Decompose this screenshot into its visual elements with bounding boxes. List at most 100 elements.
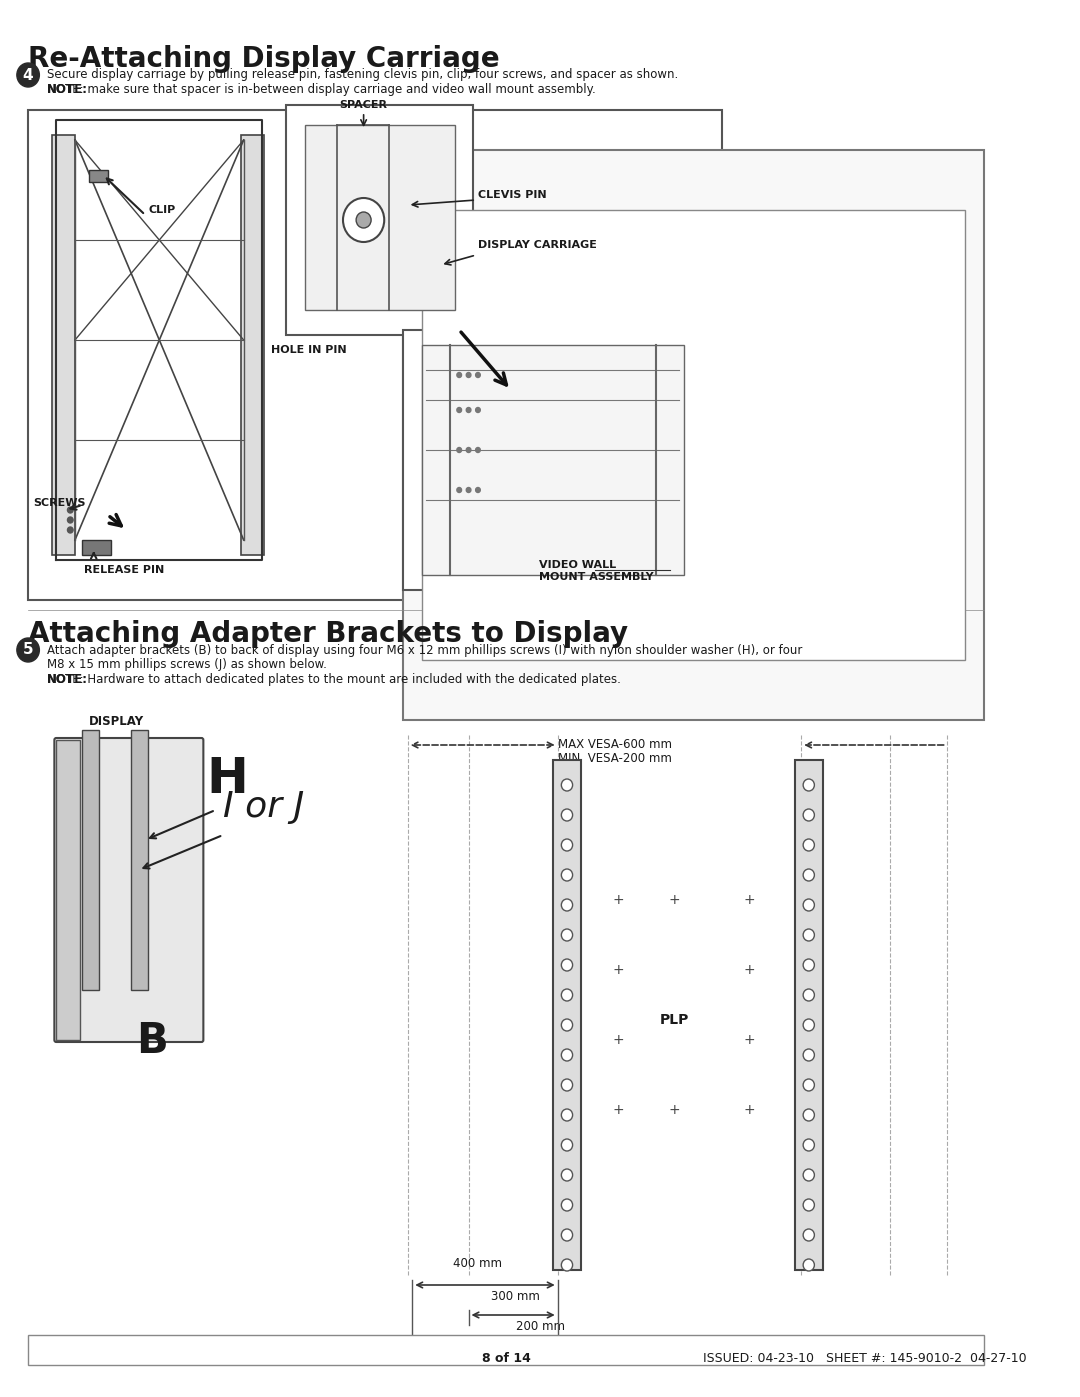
Bar xyxy=(421,210,966,659)
Circle shape xyxy=(562,1078,572,1091)
Text: MAX VESA-600 mm: MAX VESA-600 mm xyxy=(557,738,672,752)
Circle shape xyxy=(467,447,471,453)
Bar xyxy=(305,124,455,310)
Circle shape xyxy=(562,1109,572,1120)
Circle shape xyxy=(562,1018,572,1031)
Circle shape xyxy=(475,408,481,412)
Text: CLEVIS PIN: CLEVIS PIN xyxy=(478,190,546,200)
Bar xyxy=(421,345,684,576)
Text: 8 of 14: 8 of 14 xyxy=(482,1352,530,1365)
Circle shape xyxy=(475,488,481,493)
Circle shape xyxy=(562,929,572,942)
Circle shape xyxy=(467,408,471,412)
Text: Re-Attaching Display Carriage: Re-Attaching Display Carriage xyxy=(28,45,500,73)
Circle shape xyxy=(804,869,814,882)
Text: 4: 4 xyxy=(23,67,33,82)
Bar xyxy=(553,760,581,1270)
Circle shape xyxy=(562,1199,572,1211)
Text: +: + xyxy=(612,963,624,977)
Circle shape xyxy=(804,900,814,911)
FancyBboxPatch shape xyxy=(54,738,203,1042)
Bar xyxy=(82,731,99,990)
Text: B: B xyxy=(136,1020,167,1062)
Text: SPACER: SPACER xyxy=(339,101,388,110)
Circle shape xyxy=(457,373,461,377)
Circle shape xyxy=(562,900,572,911)
Circle shape xyxy=(804,1139,814,1151)
Circle shape xyxy=(562,780,572,791)
Text: NOTE: Hardware to attach dedicated plates to the mount are included with the ded: NOTE: Hardware to attach dedicated plate… xyxy=(46,673,621,686)
Circle shape xyxy=(804,1229,814,1241)
Bar xyxy=(28,1336,984,1365)
Circle shape xyxy=(562,1229,572,1241)
Text: HOLE IN PIN: HOLE IN PIN xyxy=(271,345,347,355)
Text: NOTE: make sure that spacer is in-between display carriage and video wall mount : NOTE: make sure that spacer is in-betwee… xyxy=(46,82,595,96)
Text: +: + xyxy=(612,893,624,907)
Bar xyxy=(89,170,108,182)
Circle shape xyxy=(475,447,481,453)
Circle shape xyxy=(562,989,572,1002)
Circle shape xyxy=(467,488,471,493)
Circle shape xyxy=(562,840,572,851)
Circle shape xyxy=(804,1018,814,1031)
Circle shape xyxy=(804,1259,814,1271)
Text: 400 mm: 400 mm xyxy=(454,1257,502,1270)
Text: 5: 5 xyxy=(23,643,33,658)
Bar xyxy=(131,731,148,990)
Text: +: + xyxy=(669,1104,680,1118)
Circle shape xyxy=(343,198,384,242)
Circle shape xyxy=(457,408,461,412)
Text: CLIP: CLIP xyxy=(148,205,175,215)
Text: +: + xyxy=(744,893,756,907)
Text: +: + xyxy=(744,1032,756,1046)
Text: RELEASE PIN: RELEASE PIN xyxy=(84,564,164,576)
Circle shape xyxy=(356,212,372,228)
Text: I or J: I or J xyxy=(224,789,305,824)
Circle shape xyxy=(804,929,814,942)
Circle shape xyxy=(804,840,814,851)
Text: Attaching Adapter Brackets to Display: Attaching Adapter Brackets to Display xyxy=(28,620,629,648)
Bar xyxy=(52,136,75,555)
Bar xyxy=(28,110,721,599)
Bar xyxy=(56,740,80,1039)
Circle shape xyxy=(475,373,481,377)
Circle shape xyxy=(804,780,814,791)
Circle shape xyxy=(804,1199,814,1211)
Text: ISSUED: 04-23-10   SHEET #: 145-9010-2  04-27-10: ISSUED: 04-23-10 SHEET #: 145-9010-2 04-… xyxy=(703,1352,1026,1365)
Bar xyxy=(82,541,110,555)
Circle shape xyxy=(67,527,73,534)
Circle shape xyxy=(804,1169,814,1180)
Circle shape xyxy=(17,638,39,662)
Text: H: H xyxy=(206,754,248,803)
Text: +: + xyxy=(744,963,756,977)
Circle shape xyxy=(562,869,572,882)
Text: VIDEO WALL
MOUNT ASSEMBLY: VIDEO WALL MOUNT ASSEMBLY xyxy=(539,560,653,581)
Text: PLP: PLP xyxy=(660,1013,689,1027)
Circle shape xyxy=(804,958,814,971)
Text: +: + xyxy=(744,1104,756,1118)
Circle shape xyxy=(457,447,461,453)
Circle shape xyxy=(804,809,814,821)
Circle shape xyxy=(467,373,471,377)
Circle shape xyxy=(562,1049,572,1060)
Circle shape xyxy=(562,1169,572,1180)
Bar xyxy=(403,330,703,590)
Text: +: + xyxy=(669,893,680,907)
Text: +: + xyxy=(612,1104,624,1118)
Text: Secure display carriage by pulling release pin, fastening clevis pin, clip, four: Secure display carriage by pulling relea… xyxy=(46,68,678,81)
Text: 300 mm: 300 mm xyxy=(491,1289,540,1303)
Circle shape xyxy=(67,517,73,522)
Circle shape xyxy=(562,1259,572,1271)
Bar xyxy=(403,149,984,719)
Text: M8 x 15 mm phillips screws (J) as shown below.: M8 x 15 mm phillips screws (J) as shown … xyxy=(46,658,327,671)
Text: +: + xyxy=(612,1032,624,1046)
Circle shape xyxy=(67,507,73,513)
Text: SCREWS: SCREWS xyxy=(32,497,85,509)
Circle shape xyxy=(562,1139,572,1151)
Text: NOTE:: NOTE: xyxy=(46,673,87,686)
Text: DISPLAY: DISPLAY xyxy=(89,715,144,728)
Circle shape xyxy=(804,1109,814,1120)
Circle shape xyxy=(562,809,572,821)
Circle shape xyxy=(804,1049,814,1060)
Text: 200 mm: 200 mm xyxy=(516,1320,565,1333)
